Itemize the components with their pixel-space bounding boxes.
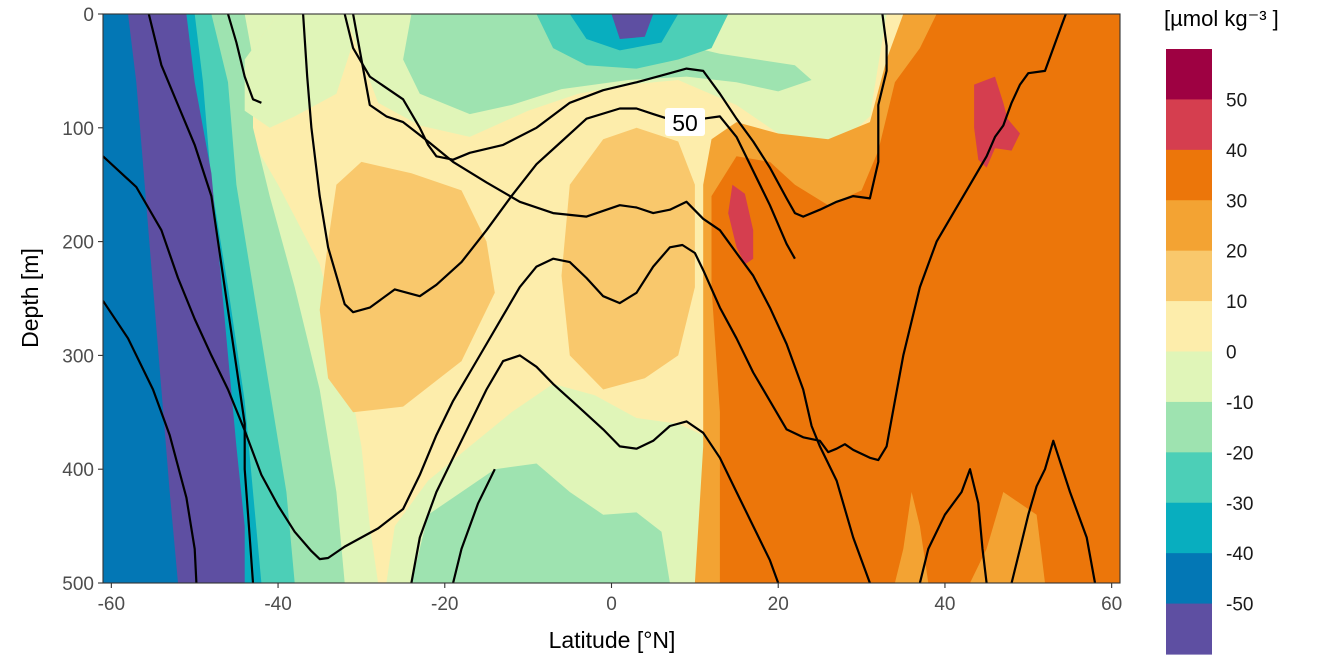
y-tick-label: 200	[62, 233, 94, 254]
y-axis: 0 100 200 300 400 500	[62, 5, 103, 595]
contour-line-isoline-10	[918, 468, 988, 583]
legend-swatches	[1166, 49, 1212, 655]
contour-line-isoline-4	[226, 14, 262, 104]
contour-line-isoline-1	[103, 14, 1067, 561]
legend-swatch	[1166, 351, 1212, 403]
contour-line-isoline-5	[343, 14, 888, 218]
legend-swatch	[1166, 49, 1212, 101]
legend-label: -50	[1226, 595, 1253, 616]
legend-label: -20	[1226, 443, 1253, 464]
legend-title: [µmol kg⁻³ ]	[1164, 6, 1279, 31]
legend-label: 40	[1226, 141, 1247, 162]
legend-swatch	[1166, 149, 1212, 201]
legend-swatch	[1166, 301, 1212, 353]
x-tick-label: 40	[934, 594, 955, 615]
legend-label: -30	[1226, 494, 1253, 515]
legend-swatch	[1166, 553, 1212, 605]
legend-label: 30	[1226, 191, 1247, 212]
x-axis: -60 -40 -20 0 20 40 60	[98, 583, 1122, 615]
legend-label: 50	[1226, 90, 1247, 111]
contour-lines	[103, 14, 1097, 583]
contour-band-equatorial-10-20b	[561, 127, 695, 390]
y-tick-label: 400	[62, 460, 94, 481]
contour-line-isoline-9	[452, 468, 496, 583]
y-axis-title: Depth [m]	[17, 248, 43, 348]
legend-swatch	[1166, 250, 1212, 302]
x-axis-title: Latitude [°N]	[549, 627, 676, 653]
contour-band-upper-0-neg10	[244, 14, 354, 128]
y-tick-label: 500	[62, 574, 94, 595]
legend-labels: 50 40 30 20 10 0 -10 -20 -30 -40 -50	[1226, 90, 1253, 615]
legend-swatch	[1166, 452, 1212, 504]
legend-label: 10	[1226, 292, 1247, 313]
contour-line-isoline-7	[352, 14, 871, 583]
contour-band-equatorial-10-20	[319, 161, 495, 413]
x-tick-label: 20	[768, 594, 789, 615]
legend: [µmol kg⁻³ ] 50 40 30 20 10 0 -10 -20 -30 -40 -50	[1164, 6, 1279, 655]
x-tick-label: -60	[98, 594, 125, 615]
contour-label-group: 50	[665, 108, 705, 136]
y-tick-label: 100	[62, 119, 94, 140]
legend-swatch	[1166, 401, 1212, 453]
contour-band-north-high-40-50b	[728, 184, 754, 265]
contour-line-isoline-8	[410, 354, 780, 583]
y-tick-label: 300	[62, 346, 94, 367]
contour-label-bg	[665, 108, 705, 136]
legend-swatch	[1166, 200, 1212, 252]
contour-band-upper-neg50	[611, 14, 654, 39]
contour-line-label: 50	[672, 110, 698, 136]
plot-area	[103, 14, 1120, 583]
contour-band-deep-neg10-neg20	[411, 463, 670, 583]
legend-label: -10	[1226, 393, 1253, 414]
legend-swatch	[1166, 502, 1212, 554]
contour-line-isoline-11	[1010, 439, 1097, 583]
contour-band-north-high-40-50	[974, 76, 1020, 168]
x-tick-label: 60	[1101, 594, 1122, 615]
contour-line-isoline-2	[103, 300, 198, 583]
x-tick-label: 0	[606, 594, 617, 615]
legend-swatch	[1166, 99, 1212, 151]
contour-line-isoline-3	[147, 14, 255, 583]
x-tick-label: -20	[431, 594, 458, 615]
x-tick-label: -40	[264, 594, 291, 615]
contour-band-north-band-30-40	[711, 14, 1120, 583]
legend-swatch	[1166, 603, 1212, 655]
legend-label: 20	[1226, 242, 1247, 263]
legend-label: -40	[1226, 544, 1253, 565]
legend-label: 0	[1226, 343, 1237, 364]
y-tick-label: 0	[83, 5, 94, 26]
